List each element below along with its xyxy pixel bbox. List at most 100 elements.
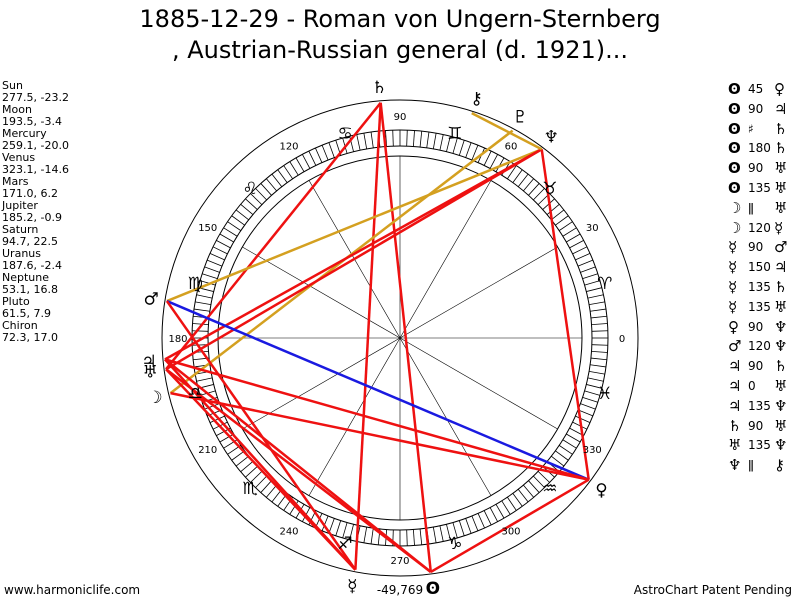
aspect-planet-glyph: ʘ <box>728 119 741 138</box>
position-name: Moon <box>2 103 32 116</box>
position-value: 53.1, 16.8 <box>2 283 58 296</box>
aspect-planet-glyph: ʘ <box>728 139 741 158</box>
degree-tick <box>301 154 311 169</box>
degree-tick <box>517 173 529 187</box>
degree-tick <box>537 471 550 483</box>
degree-tick <box>558 445 573 455</box>
zodiac-sign-glyph: ♉ <box>542 179 557 199</box>
aspect-line <box>164 148 543 361</box>
aspect-row: ☿ 135 ♅ <box>728 298 794 318</box>
aspect-line <box>170 391 589 481</box>
degree-tick <box>523 178 535 192</box>
aspect-planet-glyph: ♄ <box>774 277 788 296</box>
degree-tick <box>566 233 581 243</box>
aspect-row: ☿ 135 ♄ <box>728 278 794 298</box>
degree-tick <box>240 203 254 215</box>
degree-tick <box>483 150 492 166</box>
degree-tick <box>255 188 267 201</box>
degree-tick <box>385 130 388 147</box>
position-value: 94.7, 22.5 <box>2 235 58 248</box>
aspect-planet-glyph: ♃ <box>728 357 742 376</box>
degree-tick <box>406 130 408 147</box>
aspect-planet-glyph: ♄ <box>728 416 742 435</box>
degree-tick <box>512 169 523 183</box>
aspect-row: ♅ 135 ♆ <box>728 436 794 456</box>
degree-tick <box>586 384 602 389</box>
degree-tick <box>452 522 458 539</box>
degree-tick <box>551 455 565 467</box>
degree-tick <box>392 130 394 147</box>
degree-tick <box>315 147 323 163</box>
zodiac-sign-glyph: ♈ <box>597 274 612 294</box>
aspect-row: ʘ 45 ♀ <box>728 80 794 100</box>
aspect-angle: 90 <box>748 161 764 176</box>
division-spoke <box>399 180 492 339</box>
degree-tick <box>439 134 444 151</box>
footer-website: www.harmoniclife.com <box>4 583 141 597</box>
degree-tick <box>458 520 465 536</box>
degree-tick <box>572 421 588 430</box>
aspect-row: ʘ 180 ♄ <box>728 139 794 159</box>
aspect-planet-glyph: ☿ <box>728 297 738 316</box>
position-name: Uranus <box>2 247 41 260</box>
degree-tick <box>533 475 545 488</box>
position-value: 277.5, -23.2 <box>2 91 69 104</box>
degree-labels: 0 30 60 90 120 150 180 210 240 270 300 330 <box>168 112 625 567</box>
aspect-row: ♃ 90 ♄ <box>728 357 794 377</box>
position-name: Sun <box>2 79 23 92</box>
aspect-angle: 180 <box>748 141 771 156</box>
degree-tick <box>231 215 245 226</box>
aspect-line <box>165 368 432 573</box>
aspect-planet-glyph: ♂ <box>774 238 788 257</box>
degree-tick <box>517 489 529 503</box>
degree-label: 270 <box>390 556 409 567</box>
degree-tick <box>575 415 591 423</box>
degree-tick <box>590 308 607 312</box>
degree-tick <box>591 323 608 326</box>
planet-glyph: ♀ <box>595 480 607 500</box>
aspect-line <box>165 148 543 371</box>
aspect-planet-glyph: ♅ <box>774 376 788 395</box>
aspect-row: ♀ 90 ♆ <box>728 318 794 338</box>
aspect-angle: 135 <box>748 180 771 195</box>
position-name: Saturn <box>2 223 39 236</box>
aspect-planet-glyph: ♃ <box>728 396 742 415</box>
degree-tick <box>277 169 288 183</box>
degree-tick <box>446 524 451 540</box>
aspect-planet-glyph: ♄ <box>774 357 788 376</box>
bottom-value: -49,769 <box>376 583 424 597</box>
degree-tick <box>250 471 263 483</box>
degree-tick <box>495 157 505 172</box>
degree-tick <box>206 259 223 267</box>
aspect-list: ʘ 45 ♀ ʘ 90 ♃ ʘ ♯ ♄ ʘ 180 ♄ ʘ 90 ♅ ʘ 135 ♅ ☽ ǁ ♅ ☽ 120 ☿ ☿ 90 ♂ ☿ 15… <box>728 80 794 476</box>
degree-tick <box>209 253 225 261</box>
sign-glyphs: ♈ ♉ ♊ ♋ ♌ ♍ ♎ ♏ ♐ ♑ ♒ ♓ <box>188 124 613 554</box>
position-value: 171.0, 6.2 <box>2 187 58 200</box>
degree-tick <box>587 377 604 382</box>
aspect-angle: ǁ <box>748 200 754 215</box>
position-value: 259.1, -20.0 <box>2 139 69 152</box>
aspect-row: ♂ 120 ♆ <box>728 337 794 357</box>
degree-label: 90 <box>394 112 407 123</box>
degree-tick <box>308 150 317 166</box>
aspect-row: ʘ 90 ♃ <box>728 100 794 120</box>
degree-tick <box>245 466 258 478</box>
degree-tick <box>446 136 451 152</box>
degree-tick <box>202 273 218 280</box>
degree-tick <box>192 323 209 326</box>
aspect-angle: 45 <box>748 82 764 96</box>
degree-tick <box>219 233 234 243</box>
degree-tick <box>465 518 472 534</box>
degree-tick <box>558 221 573 231</box>
degree-label: 330 <box>583 445 602 456</box>
degree-label: 180 <box>168 334 187 345</box>
aspect-planet-glyph: ♆ <box>774 337 788 356</box>
degree-tick <box>356 134 361 151</box>
degree-tick <box>580 403 596 410</box>
degree-tick <box>591 344 608 346</box>
division-spokes <box>218 156 582 520</box>
degree-tick <box>546 203 560 215</box>
degree-tick <box>349 524 354 540</box>
degree-tick <box>260 480 272 493</box>
degree-tick <box>321 144 329 161</box>
